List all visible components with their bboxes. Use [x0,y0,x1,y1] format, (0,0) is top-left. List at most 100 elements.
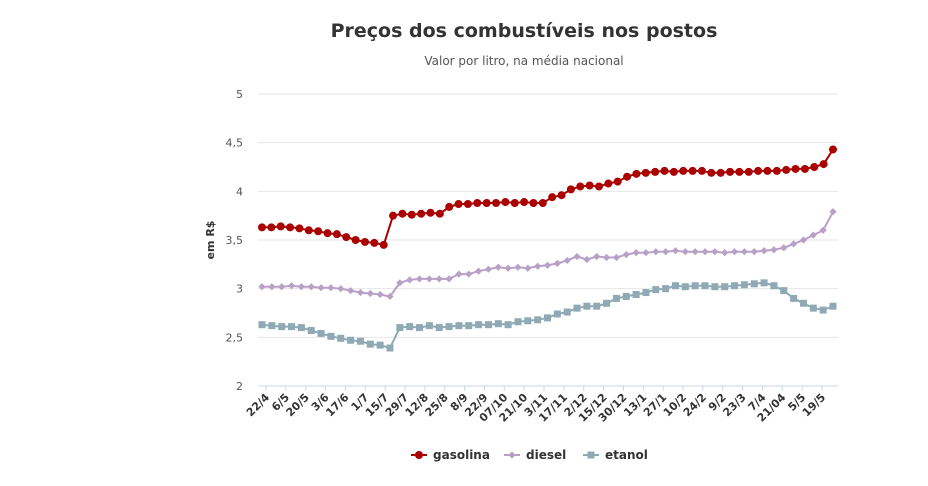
legend-item-gasolina[interactable]: gasolina [411,448,490,462]
diesel-point [337,285,345,293]
diesel-point [356,288,365,297]
diesel-point [396,279,404,287]
diesel-point [770,246,778,254]
gasolina-point [782,165,791,174]
etanol-point [691,282,699,290]
etanol-point [701,282,709,290]
etanol-point [416,324,424,332]
etanol-point [278,323,286,331]
etanol-point [780,287,788,295]
etanol-point [268,322,276,330]
gasolina-point [594,182,603,191]
diesel-point [406,276,414,284]
etanol-point [376,341,384,349]
etanol-point [671,282,679,290]
etanol-point [524,317,532,325]
x-tick-label: 20/5 [284,391,312,419]
etanol-point [534,316,542,324]
legend-label: gasolina [433,448,490,462]
y-tick-label: 3,5 [226,234,244,247]
gasolina-point [482,199,491,208]
gasolina-point [735,167,744,176]
etanol-point [258,321,266,329]
gasolina-point [389,211,398,220]
gasolina-point [398,209,407,218]
diesel-point [662,248,670,256]
etanol-point [642,289,650,297]
gasolina-point [370,238,379,247]
gasolina-point [314,227,323,236]
gasolina-point [323,229,332,238]
etanol-point [652,286,660,294]
diesel-point [573,252,581,261]
gasolina-point [613,177,622,186]
series-gasolina [258,145,837,249]
diesel-point [602,253,611,262]
etanol-point [435,324,443,332]
diesel-point [780,244,788,252]
etanol-point [681,283,689,291]
etanol-point [445,323,453,331]
diesel-point [671,247,680,255]
gasolina-point [754,166,763,175]
gasolina-point [286,223,295,232]
diesel-point [652,248,660,256]
legend-marker [415,451,423,459]
etanol-point [465,322,473,330]
gasolina-point [800,164,809,173]
diesel-point [297,283,305,291]
gasolina-point [351,236,360,244]
gasolina-point [407,210,416,219]
diesel-point [504,264,512,272]
diesel-point [465,270,473,278]
y-axis-ticks: 2 2,5 3 3,5 4 4,5 5 [226,88,244,393]
x-tick-label: 25/8 [423,391,451,419]
gasolina-point [463,199,472,208]
gasolina-point [520,198,529,207]
gasolina-point [772,166,781,175]
gasolina-point [492,199,501,208]
diesel-point [721,249,729,257]
diesel-point [701,248,709,256]
etanol-point [662,285,670,293]
series-layer [258,145,837,352]
gasolina-point [576,182,585,191]
etanol-point [740,281,748,289]
diesel-point [278,283,286,291]
diesel-point [415,275,424,283]
etanol-point [494,320,502,328]
gasolina-point [585,181,594,190]
gasolina-point [707,168,716,177]
diesel-point [583,255,591,264]
y-tick-label: 4 [236,185,243,198]
diesel-point [307,283,315,291]
etanol-point [288,323,296,331]
etanol-point [593,302,601,310]
gasolina-point [332,230,341,239]
legend-marker [508,451,516,459]
diesel-point [327,284,335,292]
etanol-point [809,304,817,312]
gasolina-point [716,168,725,177]
legend-item-etanol[interactable]: etanol [583,448,648,462]
etanol-point [317,329,325,337]
gasolina-point [360,237,369,246]
gasolina-point [557,191,566,200]
diesel-point [593,252,601,261]
etanol-point [770,282,778,290]
legend-item-diesel[interactable]: diesel [504,448,566,462]
etanol-point [366,340,374,348]
diesel-point [612,253,621,262]
etanol-point [386,344,394,352]
etanol-point [819,306,827,314]
y-tick-label: 2,5 [226,331,244,344]
gasolina-point [267,223,276,232]
etanol-point [731,282,739,290]
diesel-point [711,248,719,256]
etanol-point [337,334,345,342]
legend[interactable]: gasolina diesel etanol [411,448,648,462]
etanol-point [563,308,571,316]
diesel-point [790,240,798,248]
diesel-point [760,247,768,255]
